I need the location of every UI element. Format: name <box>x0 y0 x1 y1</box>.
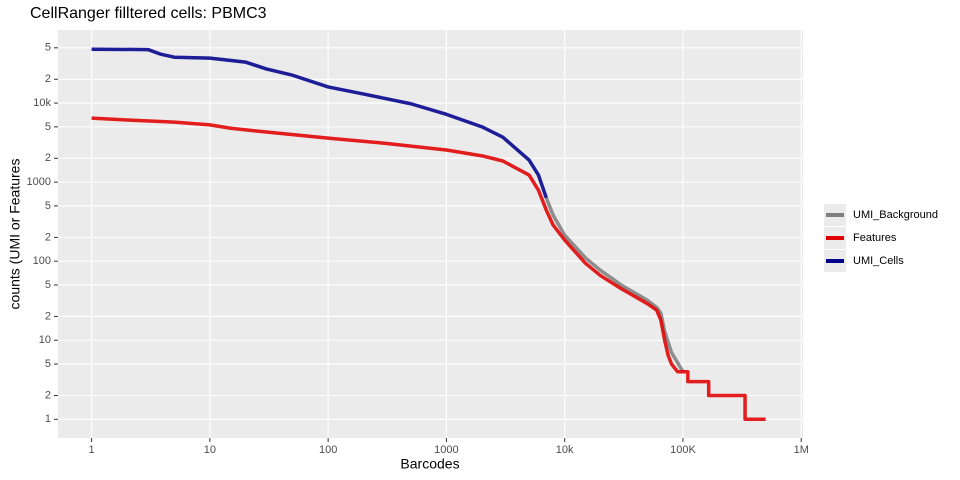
series-line <box>91 47 549 199</box>
y-tick-label: 5 <box>45 121 51 133</box>
lines <box>91 47 766 422</box>
y-tick-label: 5 <box>45 200 51 212</box>
y-axis-title: counts (UMI or Features <box>7 159 23 310</box>
y-tick-label: 2 <box>45 310 51 322</box>
x-tick-label: 10k <box>556 444 574 456</box>
legend-label: UMI_Background <box>853 209 938 221</box>
y-tick-label: 5 <box>45 358 51 370</box>
panel-background <box>58 30 803 438</box>
legend-label: UMI_Cells <box>853 255 904 267</box>
y-tick-label: 1 <box>45 413 51 425</box>
legend-label: Features <box>853 232 897 244</box>
y-tick-label: 10 <box>39 334 51 346</box>
y-tick-label: 2 <box>45 389 51 401</box>
y-tick-label: 100 <box>33 255 51 267</box>
y-tick-label: 2 <box>45 152 51 164</box>
y-tick-label: 2 <box>45 73 51 85</box>
grid <box>58 30 803 438</box>
x-tick-label: 100 <box>319 444 337 456</box>
legend: UMI_Background Features UMI_Cells <box>824 204 938 272</box>
x-tick-label: 1000 <box>434 444 458 456</box>
series-line <box>91 116 766 422</box>
series-line <box>544 197 685 373</box>
x-tick-label: 100K <box>670 444 696 456</box>
y-tick-label: 1000 <box>27 176 51 188</box>
y-tick-label: 2 <box>45 231 51 243</box>
y-tick-label: 5 <box>45 42 51 54</box>
x-tick-label: 10 <box>204 444 216 456</box>
chart-title: CellRanger filltered cells: PBMC3 <box>30 5 267 22</box>
x-tick-label: 1 <box>89 444 95 456</box>
x-tick-label: 1M <box>794 444 809 456</box>
y-tick-label: 5 <box>45 279 51 291</box>
y-tick-label: 10k <box>33 97 51 109</box>
x-axis-title: Barcodes <box>400 456 459 472</box>
